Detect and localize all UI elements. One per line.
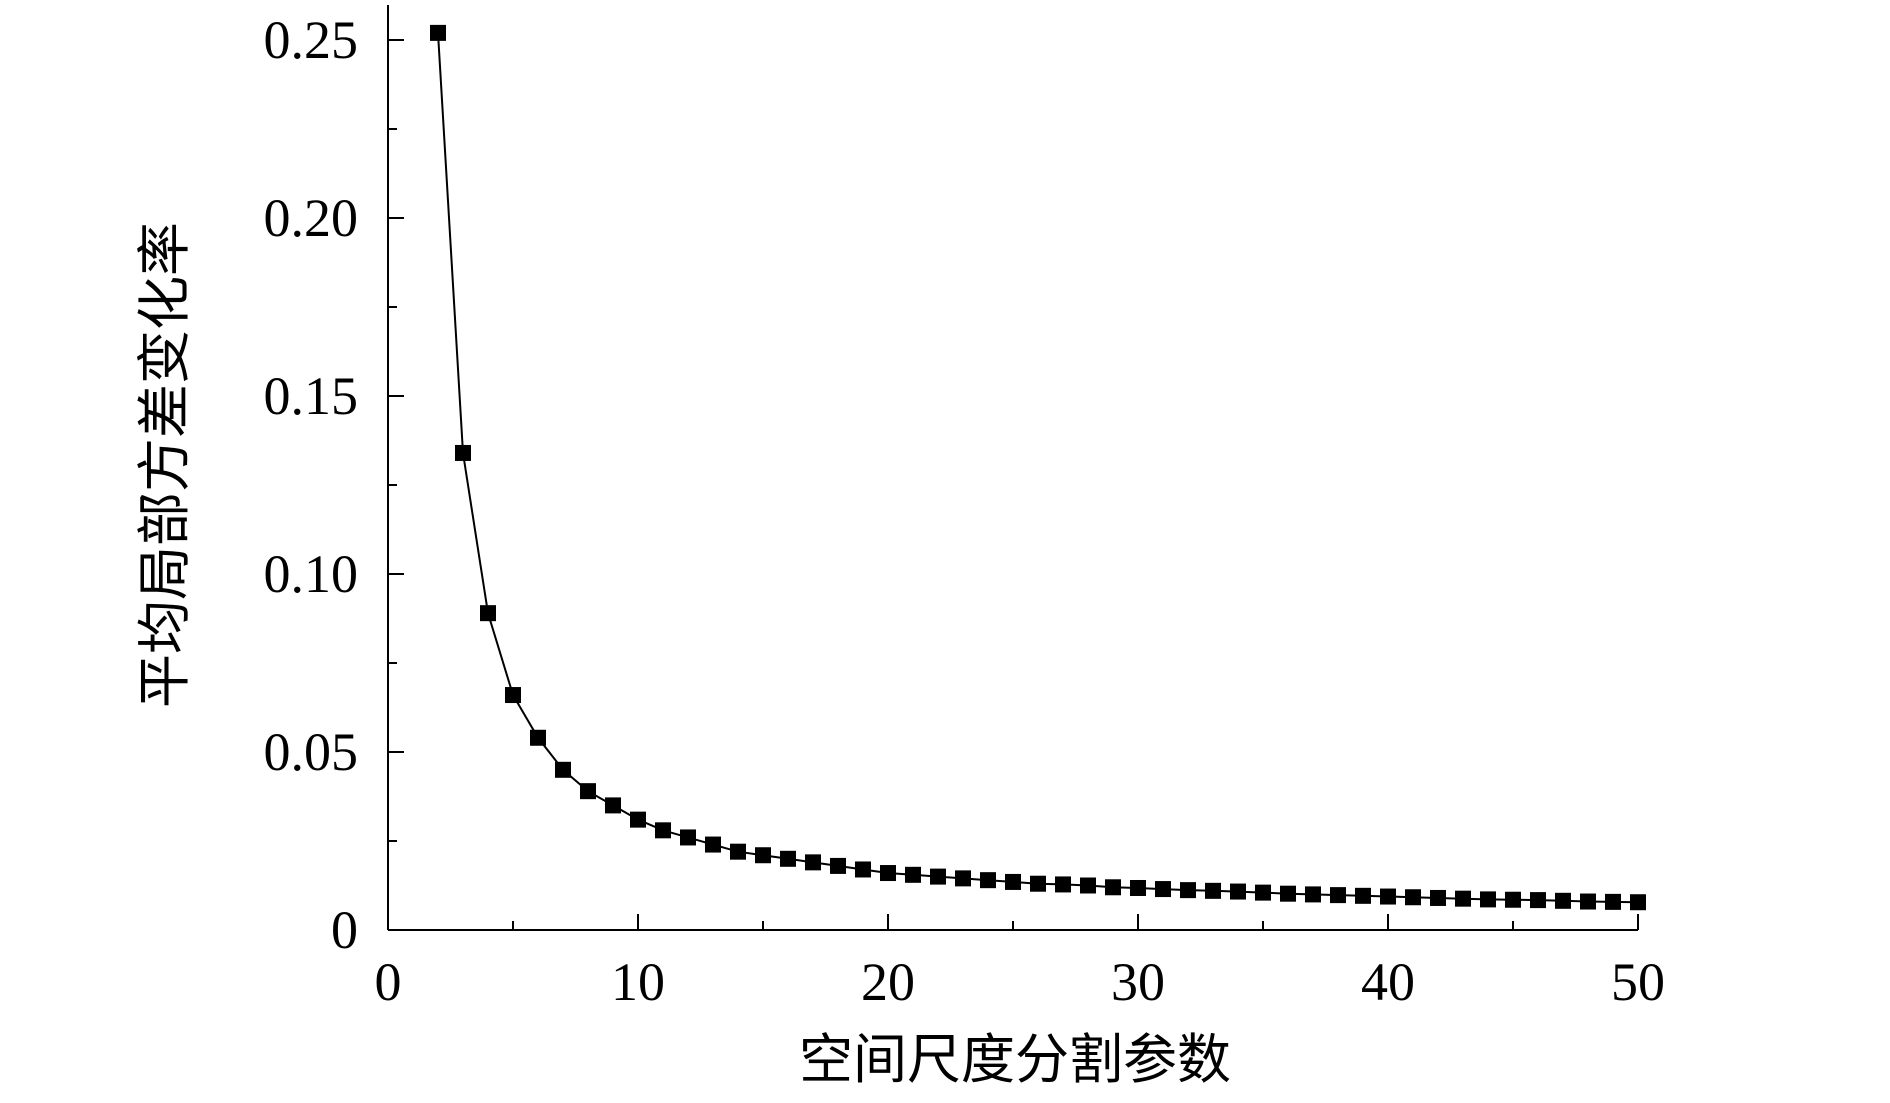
x-tick-label: 40 xyxy=(1361,952,1415,1012)
y-tick-label: 0.15 xyxy=(264,366,359,426)
data-point xyxy=(1130,879,1146,896)
data-point xyxy=(1530,892,1546,909)
data-point xyxy=(430,24,446,41)
x-tick-label: 30 xyxy=(1111,952,1165,1012)
data-point xyxy=(580,783,596,800)
data-point xyxy=(905,866,921,883)
y-tick-label: 0.10 xyxy=(264,544,359,604)
y-tick-label: 0 xyxy=(331,900,358,960)
data-point xyxy=(830,857,846,874)
data-point xyxy=(680,829,696,846)
data-point xyxy=(455,444,471,461)
y-tick-label: 0.25 xyxy=(264,10,359,70)
data-point xyxy=(1280,885,1296,902)
data-point xyxy=(705,836,721,853)
data-point xyxy=(655,822,671,839)
data-point xyxy=(955,870,971,887)
x-tick-label: 0 xyxy=(375,952,402,1012)
data-point xyxy=(1630,894,1646,911)
data-point xyxy=(1230,883,1246,900)
data-markers xyxy=(430,24,1646,911)
y-tick-label: 0.05 xyxy=(264,722,359,782)
data-point xyxy=(930,868,946,885)
data-point xyxy=(805,854,821,871)
data-point xyxy=(1255,884,1271,901)
data-point xyxy=(1155,881,1171,898)
y-tick-label: 0.20 xyxy=(264,188,359,248)
data-point xyxy=(1505,891,1521,908)
data-point xyxy=(630,811,646,828)
data-point xyxy=(1005,873,1021,890)
data-point xyxy=(755,847,771,864)
x-tick-label: 50 xyxy=(1611,952,1665,1012)
data-point xyxy=(1430,889,1446,906)
axes xyxy=(387,5,1639,931)
data-point xyxy=(880,865,896,882)
data-point xyxy=(1405,889,1421,906)
data-point xyxy=(1080,877,1096,894)
data-point xyxy=(1205,882,1221,899)
data-point xyxy=(555,761,571,778)
data-point xyxy=(1055,876,1071,893)
y-axis-label: 平均局部方差变化率 xyxy=(135,222,195,708)
data-point xyxy=(855,861,871,878)
data-point xyxy=(1105,879,1121,896)
data-point xyxy=(1330,887,1346,904)
data-point xyxy=(530,729,546,746)
x-tick-label: 20 xyxy=(861,952,915,1012)
data-point xyxy=(1305,886,1321,903)
data-point xyxy=(1380,888,1396,905)
data-point xyxy=(1455,890,1471,907)
series-line xyxy=(437,32,1639,904)
data-point xyxy=(505,687,521,704)
data-point xyxy=(1180,882,1196,899)
x-tick-label: 10 xyxy=(611,952,665,1012)
tick-labels: 0 10 20 30 40 50 0 0.05 0.10 0.15 0.20 0.25 xyxy=(264,10,1666,1012)
data-point xyxy=(1605,893,1621,910)
data-point xyxy=(780,850,796,867)
data-point xyxy=(1555,892,1571,909)
x-axis-label: 空间尺度分割参数 xyxy=(799,1030,1231,1090)
data-point xyxy=(730,843,746,860)
data-point xyxy=(1355,887,1371,904)
data-point xyxy=(1580,893,1596,910)
data-point xyxy=(1030,875,1046,892)
data-point xyxy=(480,605,496,622)
series-line-group xyxy=(437,32,1639,904)
data-point xyxy=(605,797,621,814)
data-point xyxy=(980,872,996,889)
data-point xyxy=(1480,891,1496,908)
